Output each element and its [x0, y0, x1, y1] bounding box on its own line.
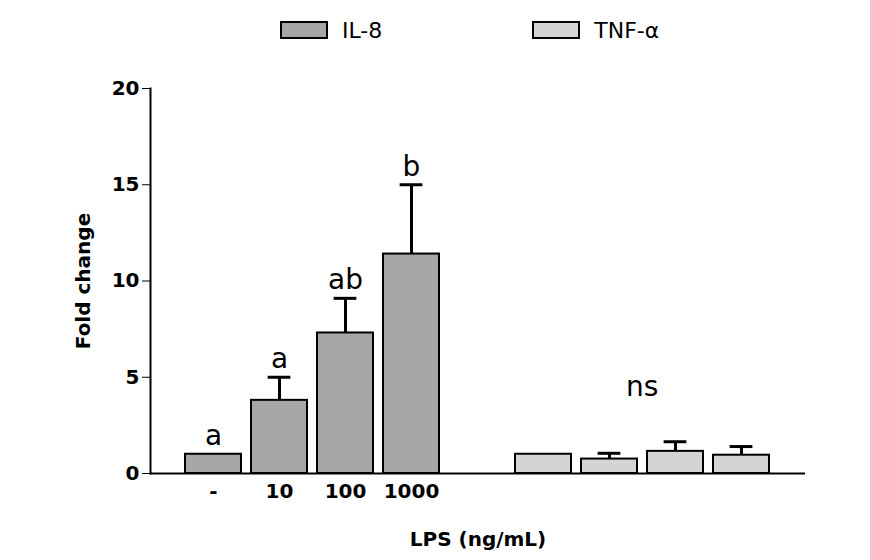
svg-text:-: -: [209, 479, 217, 503]
svg-text:10: 10: [266, 479, 294, 503]
svg-text:ns: ns: [626, 370, 658, 403]
svg-text:0: 0: [126, 461, 140, 485]
svg-text:LPS (ng/mL): LPS (ng/mL): [410, 527, 547, 551]
svg-text:b: b: [403, 150, 421, 183]
html-text:IL-8: IL-8: [342, 17, 383, 43]
svg-text:Fold change: Fold change: [71, 213, 95, 349]
svg-text:1000: 1000: [384, 479, 440, 503]
svg-text:a: a: [271, 342, 288, 375]
svg-text:15: 15: [112, 172, 140, 196]
svg-text:a: a: [205, 419, 222, 452]
svg-text:100: 100: [325, 479, 367, 503]
svg-text:5: 5: [126, 365, 140, 389]
svg-text:10: 10: [112, 268, 140, 292]
svg-text:ab: ab: [328, 263, 363, 296]
html-text:TNF-α: TNF-α: [594, 17, 660, 43]
svg-text:20: 20: [112, 76, 140, 100]
